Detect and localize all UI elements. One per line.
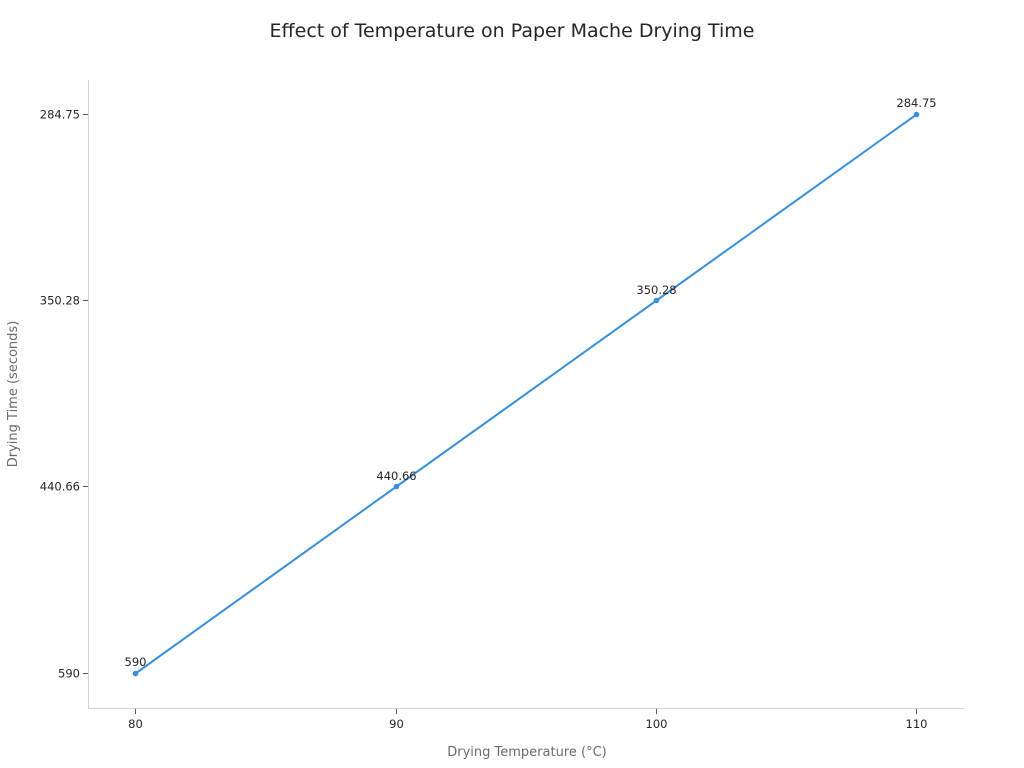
data-point[interactable] xyxy=(653,297,660,304)
x-tick-label: 80 xyxy=(128,717,143,731)
data-label: 350.28 xyxy=(636,283,676,297)
y-tick-label: 590 xyxy=(58,667,80,681)
x-tick-label: 90 xyxy=(389,717,404,731)
series-line xyxy=(134,113,918,675)
x-tick-label: 100 xyxy=(646,717,668,731)
x-ticks: 80 90 100 110 xyxy=(128,709,927,731)
data-label: 590 xyxy=(125,655,147,669)
data-label: 440.66 xyxy=(376,469,416,483)
y-axis-label: Drying Time (seconds) xyxy=(6,321,21,468)
data-points xyxy=(132,111,920,677)
data-point[interactable] xyxy=(913,111,920,118)
y-ticks: 284.75 350.28 440.66 590 xyxy=(40,108,88,681)
y-tick-label: 350.28 xyxy=(40,294,80,308)
data-labels: 590 440.66 350.28 284.75 xyxy=(125,96,937,669)
data-point[interactable] xyxy=(393,483,400,490)
y-tick-label: 440.66 xyxy=(40,480,80,494)
chart-title: Effect of Temperature on Paper Mache Dry… xyxy=(269,20,755,42)
x-tick-label: 110 xyxy=(906,717,928,731)
data-point[interactable] xyxy=(132,670,139,677)
data-label: 284.75 xyxy=(896,96,936,110)
x-axis-label: Drying Temperature (°C) xyxy=(447,745,607,760)
y-tick-label: 284.75 xyxy=(40,108,80,122)
